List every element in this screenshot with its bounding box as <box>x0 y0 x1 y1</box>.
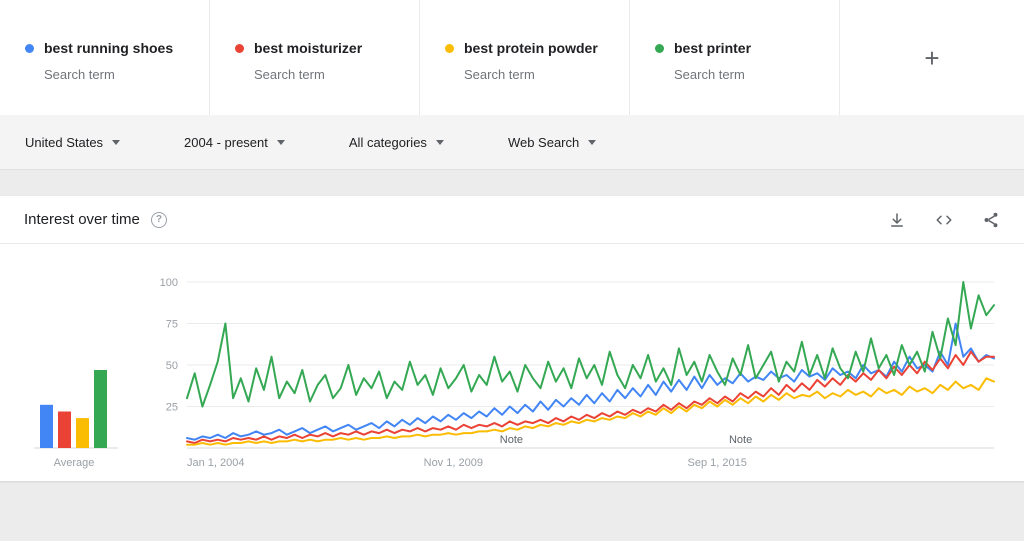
term-sublabel: Search term <box>464 67 535 82</box>
chevron-down-icon <box>276 139 285 145</box>
chart-title: Interest over time <box>24 211 140 228</box>
download-icon[interactable] <box>888 211 906 229</box>
chart-header: Interest over time ? <box>0 196 1024 244</box>
term-card-best-protein-powder[interactable]: best protein powder Search term <box>420 0 630 115</box>
interest-over-time-card: Interest over time ? Average <box>0 196 1024 481</box>
svg-text:50: 50 <box>166 360 178 372</box>
svg-text:25: 25 <box>166 402 178 414</box>
term-label: best running shoes <box>44 40 174 56</box>
chart-actions <box>888 211 1000 229</box>
term-card-best-printer[interactable]: best printer Search term <box>630 0 840 115</box>
term-color-dot <box>235 43 244 53</box>
plus-icon: + <box>924 42 940 73</box>
chart-body: Average 25 50 75 100 Jan 1, 2004 Nov 1, 2009 S… <box>0 244 1024 481</box>
term-card-best-moisturizer[interactable]: best moisturizer Search term <box>210 0 420 115</box>
svg-text:Sep 1, 2015: Sep 1, 2015 <box>688 457 747 469</box>
svg-text:75: 75 <box>166 319 178 331</box>
add-comparison-button[interactable]: + <box>840 0 1024 115</box>
share-icon[interactable] <box>982 211 1000 229</box>
filters-bar: United States 2004 - present All categor… <box>0 115 1024 170</box>
average-chart-svg: Average <box>34 370 118 469</box>
filter-timerange-label: 2004 - present <box>184 134 268 150</box>
chevron-down-icon <box>588 139 597 145</box>
filter-region-label: United States <box>25 134 104 150</box>
term-sublabel: Search term <box>674 67 745 82</box>
svg-text:Jan 1, 2004: Jan 1, 2004 <box>187 457 245 469</box>
trend-chart-svg: 25 50 75 100 Jan 1, 2004 Nov 1, 2009 Sep 1, 20… <box>160 277 995 469</box>
term-color-dot <box>655 43 664 53</box>
term-sublabel: Search term <box>254 67 325 82</box>
term-color-dot <box>25 43 34 53</box>
term-label: best protein powder <box>464 40 598 56</box>
svg-text:Note: Note <box>500 434 523 446</box>
filter-category-dropdown[interactable]: All categories <box>349 135 444 150</box>
average-chart: Average <box>10 272 142 477</box>
filter-category-label: All categories <box>348 134 427 150</box>
svg-text:Nov 1, 2009: Nov 1, 2009 <box>424 457 483 469</box>
comparison-bar: best running shoes Search term best mois… <box>0 0 1024 115</box>
term-label: best printer <box>674 40 752 56</box>
svg-text:Note: Note <box>729 434 752 446</box>
filter-region-dropdown[interactable]: United States <box>25 134 121 150</box>
help-icon[interactable]: ? <box>150 211 167 228</box>
chevron-down-icon <box>435 139 444 145</box>
trend-chart: 25 50 75 100 Jan 1, 2004 Nov 1, 2009 Sep 1, 20… <box>142 272 1012 477</box>
svg-text:Average: Average <box>54 457 95 469</box>
embed-icon[interactable] <box>934 211 954 229</box>
term-label: best moisturizer <box>254 40 363 56</box>
chevron-down-icon <box>112 139 121 145</box>
term-color-dot <box>445 43 454 53</box>
filter-searchtype-dropdown[interactable]: Web Search <box>507 134 597 150</box>
term-card-best-running-shoes[interactable]: best running shoes Search term <box>0 0 210 115</box>
term-sublabel: Search term <box>44 67 115 82</box>
filter-timerange-dropdown[interactable]: 2004 - present <box>184 135 285 150</box>
svg-text:100: 100 <box>160 277 178 289</box>
filter-searchtype-label: Web Search <box>507 134 580 150</box>
